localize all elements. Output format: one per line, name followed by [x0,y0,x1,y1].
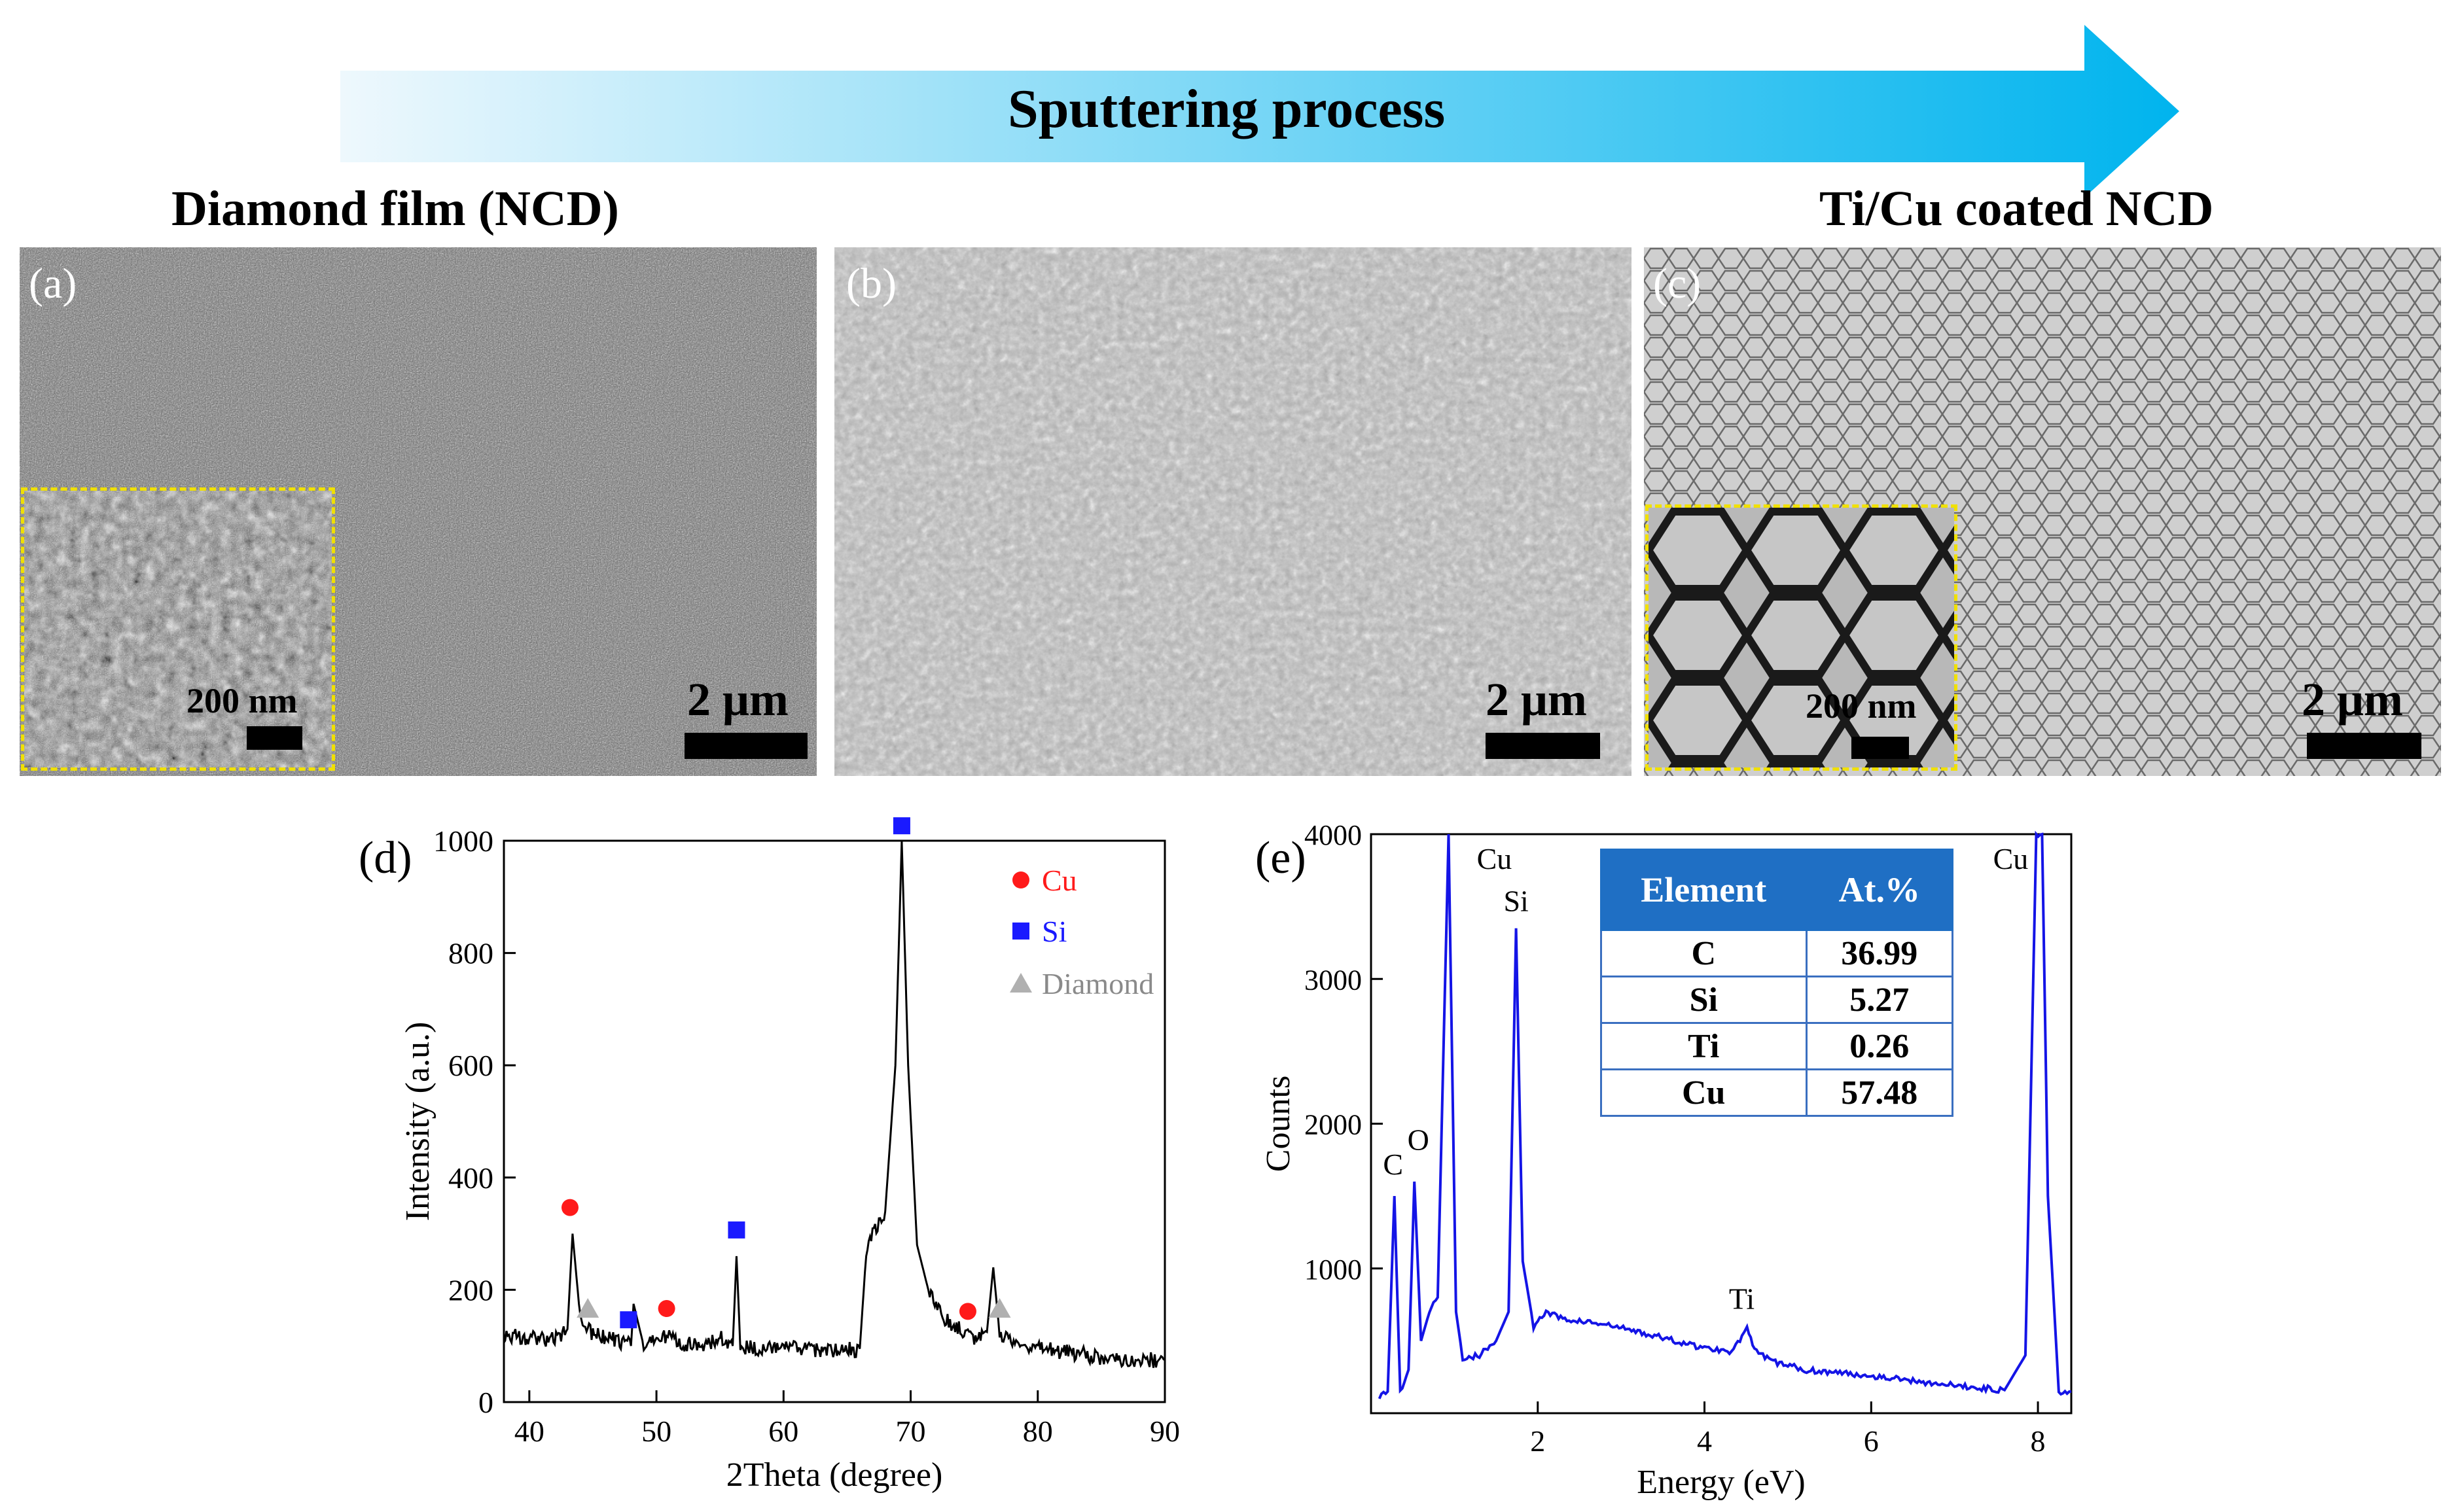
xrd-series-line [503,840,1166,1369]
legend-cu-label: Cu [1042,864,1077,897]
panel-b-scale-text: 2 μm [1486,673,1587,726]
eds-peak-label: Cu [1477,842,1512,875]
eds-peak-label: C [1383,1148,1403,1181]
table-row: Cu 57.48 [1600,1068,1953,1117]
table-header-element: Element [1600,849,1808,931]
panel-c-scale-bar [2307,733,2421,759]
eds-y-tick-label: 3000 [1304,964,1362,996]
table-cell-element: Ti [1600,1022,1808,1070]
inset-c-scale-text: 200 nm [1806,686,1917,726]
legend-diamond-marker [1010,973,1032,993]
xrd-x-tick-label: 70 [896,1415,926,1448]
eds-y-axis-label: Counts [1260,1076,1297,1172]
eds-series-line [1378,830,2072,1399]
xrd-y-tick-label: 1000 [433,824,493,858]
xrd-marker-cu [959,1303,976,1320]
eds-y-tick-label: 4000 [1304,819,1362,851]
xrd-plot-frame [503,839,1166,1403]
xrd-legend: Cu Si Diamond [1010,864,1154,1000]
table-cell-value: 5.27 [1805,976,1953,1024]
eds-x-tick-label: 6 [1864,1424,1879,1458]
xrd-x-tick-label: 50 [641,1415,671,1448]
legend-si-label: Si [1042,915,1067,948]
table-row: Ti 0.26 [1600,1022,1953,1070]
xrd-x-tick-label: 40 [514,1415,544,1448]
inset-c-scale-bar [1851,737,1909,759]
xrd-y-tick-label: 200 [448,1273,493,1307]
xrd-marker-diamond [988,1298,1011,1318]
panel-a-scale-bar [685,733,808,759]
right-title: Ti/Cu coated NCD [1819,181,2214,236]
table-row: Si 5.27 [1600,976,1953,1024]
xrd-x-tick-label: 60 [768,1415,798,1448]
table-cell-element: Si [1600,976,1808,1024]
xrd-y-axis-label: Intensity (a.u.) [399,1022,437,1222]
element-table: Element At.% C 36.99 Si 5.27 Ti 0.26 Cu … [1600,849,1953,1117]
sem-panel-a: (a) 200 nm 2 μm [20,247,817,776]
xrd-panel-label: (d) [359,833,412,883]
xrd-y-tick-label: 400 [448,1161,493,1195]
legend-si-marker [1012,923,1029,940]
legend-diamond-label: Diamond [1042,967,1154,1000]
inset-a: 200 nm [21,487,335,771]
table-header-at-percent: At.% [1805,849,1953,931]
xrd-x-tick-label: 80 [1023,1415,1053,1448]
panel-b-label: (b) [846,260,897,308]
eds-y-tick-label: 2000 [1304,1109,1362,1141]
legend-cu-marker [1012,871,1029,888]
xrd-y-tick-label: 800 [448,937,493,970]
xrd-marker-diamond [577,1298,599,1318]
eds-peak-label: O [1408,1123,1429,1156]
eds-panel-label: (e) [1255,833,1306,883]
xrd-x-tick-label: 90 [1150,1415,1180,1448]
panel-a-scale-text: 2 μm [687,673,789,726]
process-label: Sputtering process [1008,79,1446,139]
eds-peak-label: Ti [1729,1282,1755,1316]
inset-c-texture [1649,508,1954,767]
table-row: C 36.99 [1600,929,1953,977]
inset-a-scale-bar [247,726,302,750]
xrd-marker-si [728,1221,745,1239]
panel-c-scale-text: 2 μm [2302,673,2403,726]
table-cell-element: Cu [1600,1068,1808,1117]
eds-x-tick-label: 2 [1530,1424,1545,1458]
inset-a-texture [24,491,332,767]
table-cell-element: C [1600,929,1808,977]
xrd-marker-si [893,817,910,835]
table-cell-value: 36.99 [1805,929,1953,977]
eds-y-tick-label: 1000 [1304,1254,1362,1286]
sem-texture-b [834,247,1631,776]
eds-peak-label: Cu [1993,842,2029,875]
xrd-marker-cu [658,1300,675,1318]
panel-c-label: (c) [1653,260,1702,308]
inset-c: 200 nm [1645,504,1957,771]
inset-a-scale-text: 200 nm [187,681,298,720]
sem-panel-c: (c) 200 nm 2 μm [1644,247,2441,776]
eds-x-tick-label: 4 [1697,1424,1712,1458]
table-cell-value: 0.26 [1805,1022,1953,1070]
xrd-marker-si [620,1311,637,1329]
left-title: Diamond film (NCD) [171,181,619,236]
eds-x-tick-label: 8 [2031,1424,2046,1458]
sem-panel-b: (b) 2 μm [834,247,1631,776]
eds-x-axis-label: Energy (eV) [1637,1464,1806,1501]
process-arrow [340,25,2179,198]
eds-peak-label: Si [1503,884,1528,917]
xrd-marker-cu [562,1199,579,1216]
xrd-chart: 40 50 60 70 80 90 0 200 400 600 800 1000 2Theta (de… [399,817,1180,1494]
xrd-y-tick-label: 600 [448,1049,493,1082]
table-cell-value: 57.48 [1805,1068,1953,1117]
panel-b-scale-bar [1486,733,1600,759]
xrd-x-axis-label: 2Theta (degree) [726,1456,943,1494]
xrd-y-tick-label: 0 [478,1386,493,1419]
panel-a-label: (a) [29,260,77,308]
